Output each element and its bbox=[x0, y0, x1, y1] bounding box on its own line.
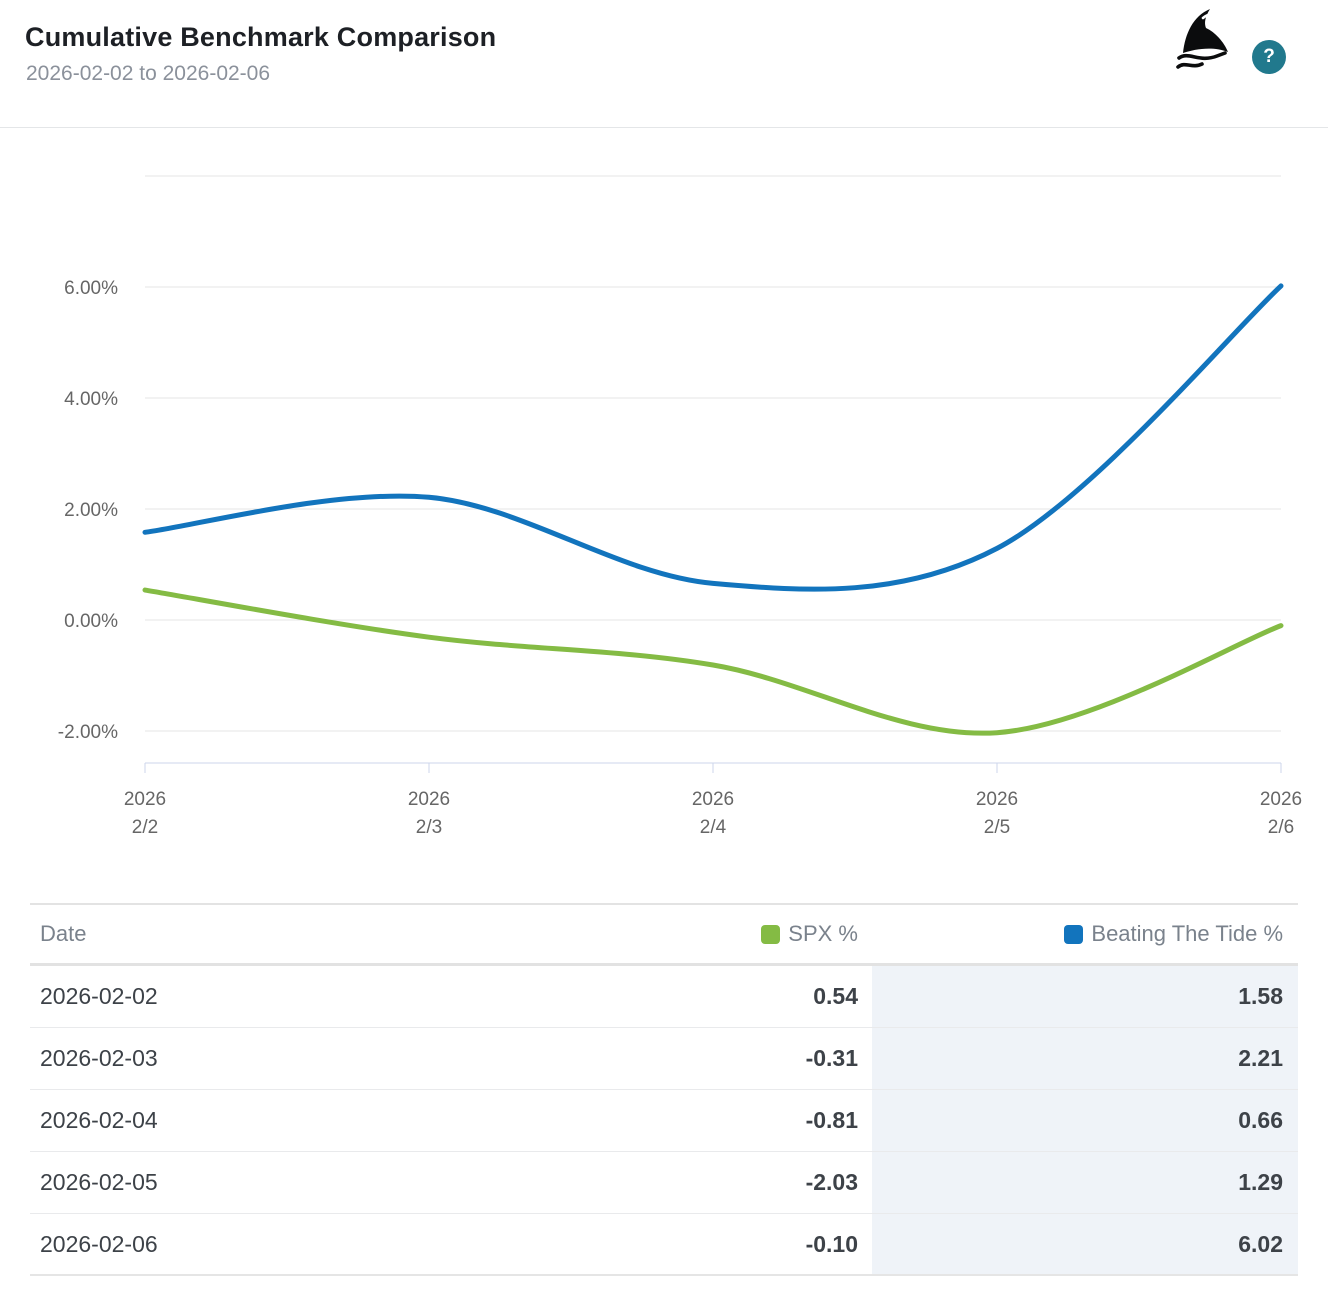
x-axis-label-date: 2/4 bbox=[700, 817, 727, 838]
help-button[interactable]: ? bbox=[1252, 40, 1286, 74]
page-header: Cumulative Benchmark Comparison 2026-02-… bbox=[0, 0, 1328, 128]
x-axis-label-year: 2026 bbox=[692, 789, 734, 810]
spx-legend-swatch-icon bbox=[761, 924, 781, 944]
table-row: 2026-02-04 -0.81 0.66 bbox=[30, 1090, 1298, 1152]
question-mark-icon: ? bbox=[1263, 46, 1275, 67]
column-header-tide-legend: Beating The Tide % bbox=[872, 921, 1298, 947]
y-axis-label: 2.00% bbox=[64, 500, 118, 521]
tide-legend-swatch-icon bbox=[1064, 924, 1084, 944]
table-row: 2026-02-03 -0.31 2.21 bbox=[30, 1028, 1298, 1090]
table-row: 2026-02-05 -2.03 1.29 bbox=[30, 1152, 1298, 1214]
spx-legend-label: SPX % bbox=[788, 921, 858, 946]
spx-value-cell: -0.31 bbox=[805, 1045, 858, 1071]
date-cell: 2026-02-04 bbox=[40, 1107, 158, 1133]
x-axis-label-year: 2026 bbox=[408, 789, 450, 810]
tide-legend-label: Beating The Tide % bbox=[1091, 921, 1283, 946]
x-axis-label-year: 2026 bbox=[1260, 789, 1302, 810]
y-axis-label: 6.00% bbox=[64, 278, 118, 299]
table-row: 2026-02-06 -0.10 6.02 bbox=[30, 1214, 1298, 1276]
beating-the-tide-line bbox=[142, 283, 1284, 592]
tide-value-cell: 0.66 bbox=[872, 1090, 1298, 1151]
column-header-spx-legend: SPX % bbox=[432, 921, 872, 947]
cumulative-benchmark-line-chart: 6.00% 4.00% 2.00% 0.00% -2.00% 2026 2/2 2026 2/3… bbox=[58, 175, 1302, 838]
x-axis-label-date: 2/3 bbox=[416, 817, 442, 838]
y-axis-label: 4.00% bbox=[64, 389, 118, 410]
spx-line bbox=[142, 587, 1284, 736]
tide-value-cell: 1.58 bbox=[872, 966, 1298, 1027]
x-axis-label-date: 2/2 bbox=[132, 817, 158, 838]
table-header-row: Date SPX % Beating The Tide % bbox=[30, 905, 1298, 966]
y-axis-label: -2.00% bbox=[58, 722, 118, 743]
x-axis-label-year: 2026 bbox=[124, 789, 166, 810]
date-cell: 2026-02-06 bbox=[40, 1230, 158, 1257]
date-cell: 2026-02-05 bbox=[40, 1169, 158, 1195]
spx-value-cell: -2.03 bbox=[805, 1169, 858, 1195]
tide-value-cell: 1.29 bbox=[872, 1152, 1298, 1213]
date-cell: 2026-02-02 bbox=[40, 983, 158, 1009]
benchmark-data-table: Date SPX % Beating The Tide % 2026-02-02… bbox=[30, 903, 1298, 1276]
spx-value-cell: -0.81 bbox=[805, 1107, 858, 1133]
spx-value-cell: 0.54 bbox=[813, 983, 858, 1009]
x-axis-label-year: 2026 bbox=[976, 789, 1018, 810]
shark-fin-logo-icon bbox=[1176, 9, 1228, 69]
tide-value-cell: 6.02 bbox=[872, 1214, 1298, 1274]
spx-value-cell: -0.10 bbox=[805, 1230, 858, 1257]
column-header-date: Date bbox=[40, 921, 87, 946]
page-title: Cumulative Benchmark Comparison bbox=[25, 22, 497, 52]
tide-value-cell: 2.21 bbox=[872, 1028, 1298, 1089]
table-row: 2026-02-02 0.54 1.58 bbox=[30, 966, 1298, 1028]
chart-area: 6.00% 4.00% 2.00% 0.00% -2.00% 2026 2/2 2026 2/3… bbox=[0, 129, 1328, 860]
date-cell: 2026-02-03 bbox=[40, 1045, 158, 1071]
y-axis-label: 0.00% bbox=[64, 611, 118, 632]
x-axis-label-date: 2/5 bbox=[984, 817, 1010, 838]
date-range-subtitle: 2026-02-02 to 2026-02-06 bbox=[26, 62, 271, 85]
x-axis-label-date: 2/6 bbox=[1268, 817, 1294, 838]
